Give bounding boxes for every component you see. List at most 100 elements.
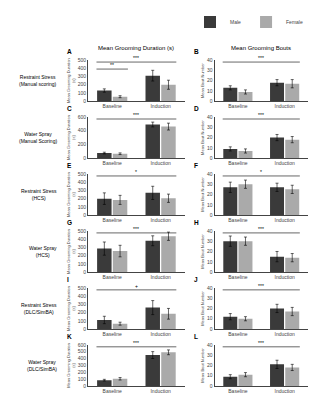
svg-text:40: 40 <box>207 114 213 120</box>
svg-text:20: 20 <box>207 191 213 197</box>
svg-text:Mean Grooming Duration(s): Mean Grooming Duration(s) <box>66 229 76 274</box>
svg-text:40: 40 <box>207 285 213 291</box>
svg-text:***: *** <box>133 55 139 61</box>
svg-text:Water Spray(HCS): Water Spray(HCS) <box>29 245 57 258</box>
svg-text:***: *** <box>258 283 264 289</box>
svg-text:10: 10 <box>207 202 213 208</box>
svg-text:E: E <box>67 162 72 169</box>
svg-text:200: 200 <box>78 141 87 147</box>
svg-text:30: 30 <box>207 67 213 73</box>
svg-text:C: C <box>67 105 72 112</box>
svg-text:600: 600 <box>78 342 87 348</box>
svg-text:Water Spray(Manual Scoring): Water Spray(Manual Scoring) <box>19 131 57 144</box>
svg-text:0: 0 <box>210 212 213 218</box>
svg-text:Baseline: Baseline <box>228 217 247 223</box>
svg-text:Restraint Stress(Manual scorin: Restraint Stress(Manual scoring) <box>19 74 57 87</box>
svg-text:Induction: Induction <box>274 160 295 166</box>
svg-text:J: J <box>194 276 198 283</box>
svg-text:30: 30 <box>207 181 213 187</box>
svg-text:200: 200 <box>78 195 87 201</box>
svg-text:300: 300 <box>78 73 87 79</box>
svg-text:300: 300 <box>78 244 87 250</box>
svg-text:500: 500 <box>78 171 87 177</box>
svg-text:Baseline: Baseline <box>103 103 122 109</box>
svg-text:Induction: Induction <box>150 217 171 223</box>
svg-text:100: 100 <box>78 204 87 210</box>
svg-text:20: 20 <box>207 305 213 311</box>
svg-text:40: 40 <box>207 171 213 177</box>
svg-text:***: *** <box>258 55 264 61</box>
svg-text:Mean Grooming Duration(s): Mean Grooming Duration(s) <box>66 343 76 388</box>
svg-text:A: A <box>67 48 72 55</box>
svg-text:Baseline: Baseline <box>228 160 247 166</box>
svg-text:Induction: Induction <box>274 274 295 280</box>
svg-text:***: *** <box>258 112 264 118</box>
svg-text:Baseline: Baseline <box>103 388 122 394</box>
svg-text:300: 300 <box>78 362 87 368</box>
svg-text:400: 400 <box>78 179 87 185</box>
svg-text:Mean Grooming Duration(s): Mean Grooming Duration(s) <box>66 172 76 217</box>
svg-text:Mean Grooming Duration(s): Mean Grooming Duration(s) <box>66 58 76 103</box>
svg-text:500: 500 <box>78 348 87 354</box>
svg-text:0: 0 <box>83 212 86 218</box>
svg-text:300: 300 <box>78 301 87 307</box>
svg-text:20: 20 <box>207 77 213 83</box>
svg-text:Restraint Stress(DLC/SimBA): Restraint Stress(DLC/SimBA) <box>21 302 57 315</box>
svg-text:0: 0 <box>83 98 86 104</box>
svg-text:F: F <box>194 162 198 169</box>
svg-text:100: 100 <box>78 376 87 382</box>
svg-text:***: *** <box>133 340 139 346</box>
svg-text:500: 500 <box>78 228 87 234</box>
svg-text:10: 10 <box>207 88 213 94</box>
svg-text:Baseline: Baseline <box>228 103 247 109</box>
svg-text:Induction: Induction <box>150 388 171 394</box>
svg-text:30: 30 <box>207 295 213 301</box>
svg-text:Baseline: Baseline <box>103 217 122 223</box>
svg-text:0: 0 <box>210 326 213 332</box>
svg-text:300: 300 <box>78 187 87 193</box>
svg-text:0: 0 <box>210 155 213 161</box>
svg-text:D: D <box>194 105 199 112</box>
svg-text:Male: Male <box>230 19 241 25</box>
svg-text:G: G <box>67 219 72 226</box>
svg-text:Induction: Induction <box>274 217 295 223</box>
svg-text:500: 500 <box>78 57 87 63</box>
svg-text:Baseline: Baseline <box>103 274 122 280</box>
svg-text:100: 100 <box>78 318 87 324</box>
svg-text:20: 20 <box>207 248 213 254</box>
svg-text:Mean Bout Number: Mean Bout Number <box>200 233 205 268</box>
svg-text:0: 0 <box>83 383 86 389</box>
svg-text:200: 200 <box>78 369 87 375</box>
svg-text:200: 200 <box>78 81 87 87</box>
svg-text:40: 40 <box>207 228 213 234</box>
svg-text:Induction: Induction <box>274 331 295 337</box>
svg-text:400: 400 <box>78 236 87 242</box>
svg-text:400: 400 <box>78 127 87 133</box>
svg-text:Mean Grooming Duration (s): Mean Grooming Duration (s) <box>98 45 174 51</box>
svg-text:Induction: Induction <box>150 274 171 280</box>
svg-text:Restraint Stress(HCS): Restraint Stress(HCS) <box>21 188 57 201</box>
svg-text:Mean Bout Number: Mean Bout Number <box>200 290 205 325</box>
svg-text:0: 0 <box>210 383 213 389</box>
svg-text:***: *** <box>258 340 264 346</box>
svg-text:10: 10 <box>207 259 213 265</box>
svg-text:0: 0 <box>210 98 213 104</box>
svg-text:Water Spray(DLC/SimBA): Water Spray(DLC/SimBA) <box>27 359 57 372</box>
svg-text:Mean Grooming Duration(s): Mean Grooming Duration(s) <box>66 286 76 331</box>
svg-text:Baseline: Baseline <box>228 274 247 280</box>
svg-text:600: 600 <box>78 114 87 120</box>
svg-text:0: 0 <box>83 155 86 161</box>
svg-text:10: 10 <box>207 315 213 321</box>
svg-text:Induction: Induction <box>150 331 171 337</box>
svg-text:10: 10 <box>207 145 213 151</box>
svg-text:0: 0 <box>83 326 86 332</box>
svg-text:Mean Grooming Duration(s): Mean Grooming Duration(s) <box>66 115 76 160</box>
svg-text:Baseline: Baseline <box>228 388 247 394</box>
svg-text:L: L <box>194 333 198 340</box>
svg-text:Mean Grooming Bouts: Mean Grooming Bouts <box>231 45 291 51</box>
svg-text:500: 500 <box>78 285 87 291</box>
svg-text:+: + <box>135 283 138 289</box>
svg-text:10: 10 <box>207 372 213 378</box>
svg-text:Induction: Induction <box>150 103 171 109</box>
svg-text:30: 30 <box>207 238 213 244</box>
